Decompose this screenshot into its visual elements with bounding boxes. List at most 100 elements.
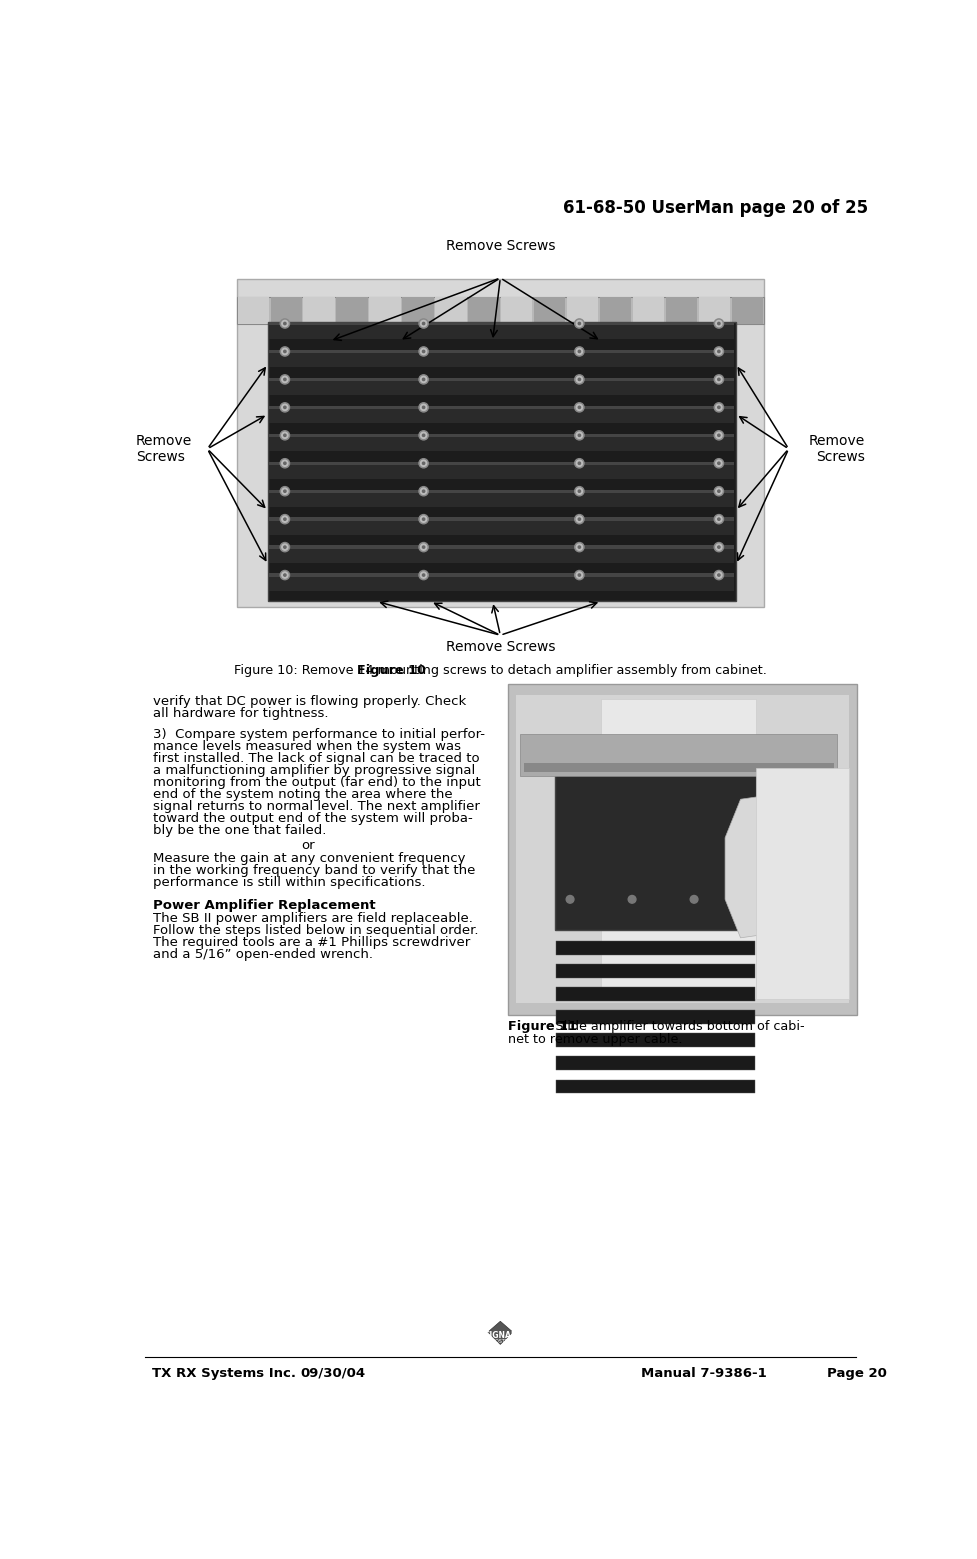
Circle shape xyxy=(422,490,425,493)
Circle shape xyxy=(578,351,580,352)
Bar xyxy=(756,767,849,999)
Circle shape xyxy=(574,430,584,440)
Circle shape xyxy=(280,402,289,412)
Circle shape xyxy=(716,376,722,382)
Bar xyxy=(665,298,698,324)
Circle shape xyxy=(283,518,286,521)
Circle shape xyxy=(419,571,428,580)
Circle shape xyxy=(281,376,288,382)
Circle shape xyxy=(281,348,288,354)
Circle shape xyxy=(718,546,720,549)
Circle shape xyxy=(283,490,286,493)
Circle shape xyxy=(574,514,584,524)
Circle shape xyxy=(574,571,584,580)
Polygon shape xyxy=(488,1322,513,1344)
Text: Follow the steps listed below in sequential order.: Follow the steps listed below in sequent… xyxy=(153,924,479,937)
Circle shape xyxy=(420,488,427,494)
Circle shape xyxy=(576,516,582,522)
Circle shape xyxy=(574,543,584,552)
Bar xyxy=(403,298,434,324)
Bar xyxy=(270,465,735,479)
Circle shape xyxy=(422,323,425,324)
Circle shape xyxy=(714,374,724,384)
Bar xyxy=(556,942,754,954)
Circle shape xyxy=(690,895,698,903)
Circle shape xyxy=(716,432,722,438)
Circle shape xyxy=(714,514,724,524)
Text: Remove Screws: Remove Screws xyxy=(446,639,555,653)
Text: Manual 7-9386-1: Manual 7-9386-1 xyxy=(641,1367,767,1380)
Bar xyxy=(270,433,735,437)
Text: bly be the one that failed.: bly be the one that failed. xyxy=(153,823,326,837)
Circle shape xyxy=(283,407,286,408)
Circle shape xyxy=(422,518,425,521)
Text: net to remove upper cable.: net to remove upper cable. xyxy=(508,1032,683,1046)
Circle shape xyxy=(420,404,427,410)
Circle shape xyxy=(578,518,580,521)
Bar xyxy=(270,493,735,507)
Bar xyxy=(600,298,631,324)
Circle shape xyxy=(420,432,427,438)
Circle shape xyxy=(714,430,724,440)
Circle shape xyxy=(567,895,573,903)
Circle shape xyxy=(283,323,286,324)
Bar xyxy=(270,349,735,354)
Bar xyxy=(270,354,735,366)
Circle shape xyxy=(280,486,289,496)
Circle shape xyxy=(420,544,427,550)
Circle shape xyxy=(574,402,584,412)
Bar xyxy=(556,963,754,977)
Circle shape xyxy=(420,572,427,578)
Circle shape xyxy=(714,402,724,412)
Circle shape xyxy=(281,516,288,522)
Circle shape xyxy=(422,574,425,577)
Text: SIGNAL: SIGNAL xyxy=(485,1331,516,1339)
Text: Figure 11: Figure 11 xyxy=(508,1020,577,1034)
Circle shape xyxy=(576,348,582,354)
Circle shape xyxy=(716,348,722,354)
Text: or: or xyxy=(301,839,315,851)
Circle shape xyxy=(419,374,428,384)
Bar xyxy=(270,461,735,465)
Circle shape xyxy=(576,404,582,410)
Circle shape xyxy=(420,460,427,466)
Text: Remove
Screws: Remove Screws xyxy=(136,433,192,465)
Circle shape xyxy=(574,486,584,496)
Circle shape xyxy=(281,321,288,326)
Circle shape xyxy=(716,460,722,466)
Circle shape xyxy=(714,571,724,580)
Circle shape xyxy=(420,321,427,326)
Circle shape xyxy=(714,320,724,327)
Text: TX RX Systems Inc.: TX RX Systems Inc. xyxy=(151,1367,296,1380)
Bar xyxy=(270,546,735,549)
Circle shape xyxy=(578,574,580,577)
Circle shape xyxy=(576,572,582,578)
Bar xyxy=(271,298,302,324)
Circle shape xyxy=(281,488,288,494)
Text: in the working frequency band to verify that the: in the working frequency band to verify … xyxy=(153,864,476,878)
Circle shape xyxy=(419,514,428,524)
Circle shape xyxy=(283,379,286,380)
Circle shape xyxy=(576,488,582,494)
Bar xyxy=(336,298,367,324)
Circle shape xyxy=(280,374,289,384)
Circle shape xyxy=(283,546,286,549)
Bar xyxy=(304,298,335,324)
Text: BOOSTER: BOOSTER xyxy=(488,1339,512,1344)
Circle shape xyxy=(578,407,580,408)
Circle shape xyxy=(280,430,289,440)
Bar xyxy=(270,326,735,340)
Text: Remove
Screws: Remove Screws xyxy=(808,433,865,465)
Circle shape xyxy=(280,543,289,552)
Bar xyxy=(270,574,735,577)
Text: Remove Screws: Remove Screws xyxy=(446,240,555,254)
Bar xyxy=(270,380,735,394)
Text: mance levels measured when the system was: mance levels measured when the system wa… xyxy=(153,741,461,753)
Bar xyxy=(556,1034,754,1048)
Bar xyxy=(270,408,735,422)
Bar xyxy=(524,762,833,772)
Text: Measure the gain at any convenient frequency: Measure the gain at any convenient frequ… xyxy=(153,853,466,865)
Circle shape xyxy=(419,458,428,468)
Circle shape xyxy=(628,895,636,903)
Circle shape xyxy=(281,544,288,550)
